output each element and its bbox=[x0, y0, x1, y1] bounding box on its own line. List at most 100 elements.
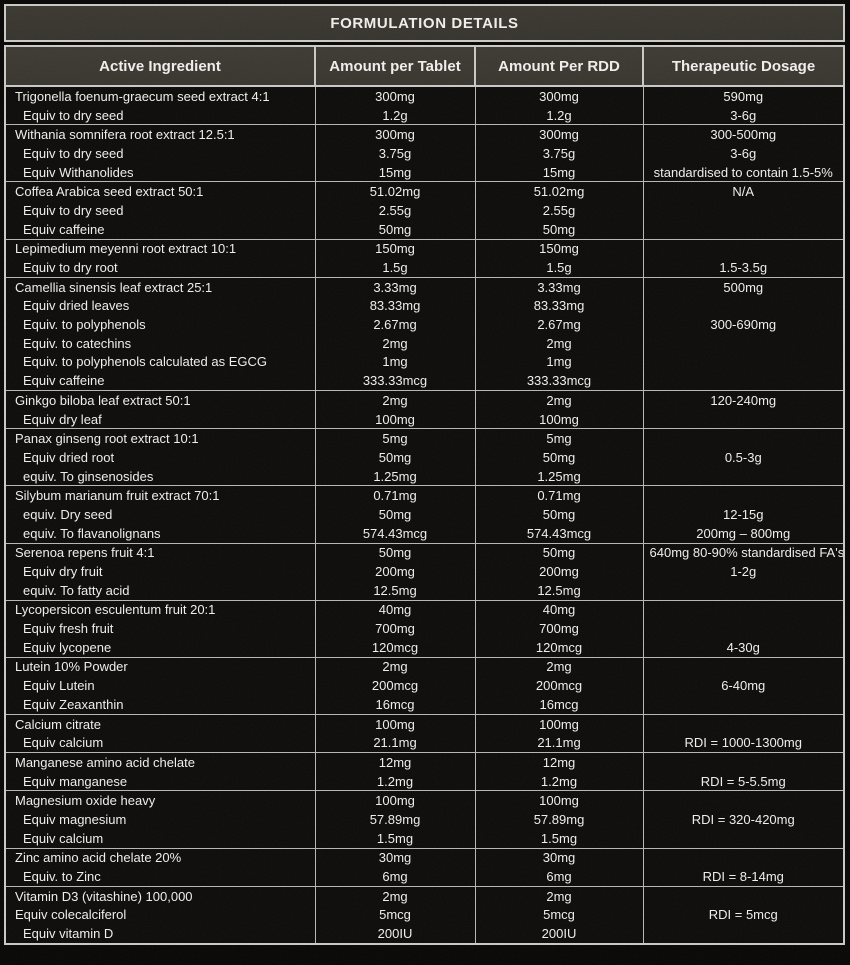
amount-per-tablet-cell: 100mg bbox=[314, 409, 476, 429]
therapeutic-dosage-cell: 200mg – 800mg bbox=[642, 523, 845, 543]
amount-per-rdd-cell: 0.71mg bbox=[474, 485, 644, 506]
amount-per-rdd-cell: 12mg bbox=[474, 752, 644, 772]
ingredient-row: Coffea Arabica seed extract 50:1 51.02mg 5… bbox=[4, 181, 845, 202]
ingredient-cell: Equiv. to polyphenols bbox=[4, 315, 316, 334]
ingredient-cell: Lepimedium meyenni root extract 10:1 bbox=[4, 238, 316, 259]
amount-per-tablet-cell: 1.25mg bbox=[314, 466, 476, 486]
amount-per-rdd-cell: 83.33mg bbox=[474, 296, 644, 316]
therapeutic-dosage-cell bbox=[642, 656, 845, 677]
amount-per-rdd-cell: 200mcg bbox=[474, 676, 644, 695]
ingredient-cell: Coffea Arabica seed extract 50:1 bbox=[4, 181, 316, 202]
amount-per-rdd-cell: 2.67mg bbox=[474, 315, 644, 334]
ingredient-cell: Equiv vitamin D bbox=[4, 924, 316, 944]
ingredient-cell: equiv. Dry seed bbox=[4, 505, 316, 524]
amount-per-tablet-cell: 700mg bbox=[314, 619, 476, 638]
amount-per-tablet-cell: 574.43mcg bbox=[314, 523, 476, 543]
ingredient-cell: Withania somnifera root extract 12.5:1 bbox=[4, 124, 316, 145]
ingredient-row: Serenoa repens fruit 4:1 50mg 50mg 640mg 80… bbox=[4, 542, 845, 563]
amount-per-tablet-cell: 83.33mg bbox=[314, 296, 476, 316]
therapeutic-dosage-cell: 300-690mg bbox=[642, 315, 845, 334]
amount-per-rdd-cell: 50mg bbox=[474, 542, 644, 563]
ingredient-group: Calcium citrate 100mg 100mg Equiv calcium 21… bbox=[4, 713, 845, 753]
ingredient-cell: Equiv magnesium bbox=[4, 810, 316, 829]
therapeutic-dosage-cell: RDI = 8-14mg bbox=[642, 867, 845, 887]
amount-per-rdd-cell: 1mg bbox=[474, 352, 644, 372]
therapeutic-dosage-cell bbox=[642, 371, 845, 391]
therapeutic-dosage-cell bbox=[642, 238, 845, 259]
therapeutic-dosage-cell: 120-240mg bbox=[642, 389, 845, 410]
amount-per-rdd-cell: 2mg bbox=[474, 389, 644, 410]
therapeutic-dosage-cell: 0.5-3g bbox=[642, 448, 845, 467]
ingredient-row: Trigonella foenum-graecum seed extract 4… bbox=[4, 85, 845, 106]
ingredient-cell: Equiv dried root bbox=[4, 448, 316, 467]
amount-per-rdd-cell: 3.75g bbox=[474, 144, 644, 163]
ingredient-cell: Equiv to dry root bbox=[4, 258, 316, 278]
amount-per-tablet-cell: 100mg bbox=[314, 713, 476, 734]
therapeutic-dosage-cell bbox=[642, 352, 845, 372]
therapeutic-dosage-cell bbox=[642, 847, 845, 868]
amount-per-tablet-cell: 2mg bbox=[314, 656, 476, 677]
therapeutic-dosage-cell: 1.5-3.5g bbox=[642, 258, 845, 278]
ingredient-cell: Equiv colecalciferol bbox=[4, 905, 316, 925]
ingredient-row: Camellia sinensis leaf extract 25:1 3.33m… bbox=[4, 276, 845, 297]
amount-per-rdd-cell: 333.33mcg bbox=[474, 371, 644, 391]
ingredient-group: Ginkgo biloba leaf extract 50:1 2mg 2mg 120… bbox=[4, 389, 845, 429]
ingredient-cell: Equiv dry fruit bbox=[4, 562, 316, 581]
amount-per-rdd-cell: 16mcg bbox=[474, 695, 644, 715]
amount-per-rdd-cell: 12.5mg bbox=[474, 580, 644, 601]
amount-per-rdd-cell: 100mg bbox=[474, 713, 644, 734]
amount-per-rdd-cell: 50mg bbox=[474, 448, 644, 467]
amount-per-tablet-cell: 100mg bbox=[314, 790, 476, 811]
amount-per-rdd-cell: 2.55g bbox=[474, 201, 644, 220]
therapeutic-dosage-cell bbox=[642, 695, 845, 715]
amount-per-tablet-cell: 50mg bbox=[314, 219, 476, 239]
amount-per-tablet-cell: 1mg bbox=[314, 352, 476, 372]
therapeutic-dosage-cell: 500mg bbox=[642, 276, 845, 297]
amount-per-rdd-cell: 200mg bbox=[474, 562, 644, 581]
col-header-active-ingredient: Active Ingredient bbox=[4, 45, 316, 87]
amount-per-tablet-cell: 2mg bbox=[314, 885, 476, 906]
therapeutic-dosage-cell: 3-6g bbox=[642, 144, 845, 163]
therapeutic-dosage-cell: 640mg 80-90% standardised FA's bbox=[642, 542, 845, 563]
therapeutic-dosage-cell: 590mg bbox=[642, 85, 845, 106]
equivalent-row: Equiv manganese 1.2mg 1.2mg RDI = 5-5.5mg bbox=[4, 771, 845, 791]
amount-per-tablet-cell: 5mg bbox=[314, 428, 476, 449]
therapeutic-dosage-cell: 3-6g bbox=[642, 105, 845, 125]
therapeutic-dosage-cell bbox=[642, 201, 845, 220]
therapeutic-dosage-cell bbox=[642, 713, 845, 734]
ingredient-cell: Equiv fresh fruit bbox=[4, 619, 316, 638]
ingredient-group: Zinc amino acid chelate 20% 30mg 30mg Equiv… bbox=[4, 847, 845, 887]
equivalent-row: equiv. To flavanolignans 574.43mcg 574.43m… bbox=[4, 523, 845, 543]
therapeutic-dosage-cell: RDI = 5-5.5mg bbox=[642, 771, 845, 791]
therapeutic-dosage-cell: RDI = 1000-1300mg bbox=[642, 733, 845, 753]
amount-per-tablet-cell: 57.89mg bbox=[314, 810, 476, 829]
ingredient-cell: Lycopersicon esculentum fruit 20:1 bbox=[4, 599, 316, 620]
amount-per-rdd-cell: 50mg bbox=[474, 505, 644, 524]
ingredient-cell: equiv. To ginsenosides bbox=[4, 466, 316, 486]
amount-per-rdd-cell: 1.2g bbox=[474, 105, 644, 125]
therapeutic-dosage-cell: 12-15g bbox=[642, 505, 845, 524]
amount-per-tablet-cell: 5mcg bbox=[314, 905, 476, 925]
amount-per-rdd-cell: 2mg bbox=[474, 333, 644, 353]
equivalent-row: Equiv caffeine 333.33mcg 333.33mcg bbox=[4, 371, 845, 391]
amount-per-tablet-cell: 50mg bbox=[314, 542, 476, 563]
equivalent-row: Equiv dried root 50mg 50mg 0.5-3g bbox=[4, 448, 845, 467]
ingredient-group: Vitamin D3 (vitashine) 100,000 2mg 2mg Equi… bbox=[4, 885, 845, 944]
amount-per-tablet-cell: 1.2g bbox=[314, 105, 476, 125]
therapeutic-dosage-cell bbox=[642, 333, 845, 353]
amount-per-tablet-cell: 0.71mg bbox=[314, 485, 476, 506]
ingredient-cell: Silybum marianum fruit extract 70:1 bbox=[4, 485, 316, 506]
amount-per-tablet-cell: 300mg bbox=[314, 85, 476, 106]
amount-per-rdd-cell: 2mg bbox=[474, 885, 644, 906]
therapeutic-dosage-cell bbox=[642, 790, 845, 811]
therapeutic-dosage-cell: 6-40mg bbox=[642, 676, 845, 695]
ingredient-row: Withania somnifera root extract 12.5:1 30… bbox=[4, 124, 845, 145]
therapeutic-dosage-cell bbox=[642, 599, 845, 620]
ingredient-row: Calcium citrate 100mg 100mg bbox=[4, 713, 845, 734]
equivalent-row: Equiv fresh fruit 700mg 700mg bbox=[4, 619, 845, 638]
amount-per-tablet-cell: 200mcg bbox=[314, 676, 476, 695]
amount-per-rdd-cell: 3.33mg bbox=[474, 276, 644, 297]
amount-per-tablet-cell: 40mg bbox=[314, 599, 476, 620]
ingredient-row: Silybum marianum fruit extract 70:1 0.71m… bbox=[4, 485, 845, 506]
